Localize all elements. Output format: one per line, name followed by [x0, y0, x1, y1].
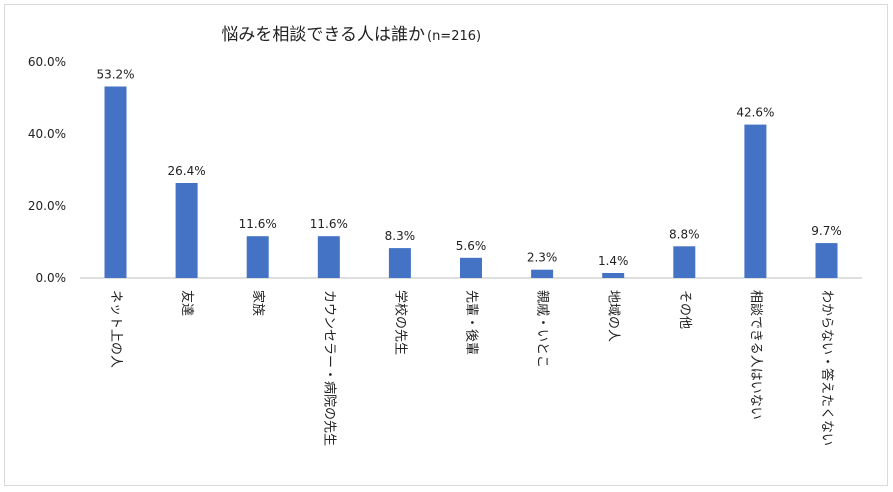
bar [388, 248, 411, 278]
bar [531, 269, 554, 278]
y-tick-label: 40.0% [28, 127, 66, 141]
data-label: 53.2% [96, 68, 134, 82]
chart-title: 悩みを相談できる人は誰か [221, 25, 425, 45]
chart-subtitle: (n=216) [427, 29, 481, 44]
bar [104, 86, 127, 278]
category-labels-group: ネット上の人 友達 家族 カウンセラー・病院の先生 学校の先生 先輩・後輩 親戚・いとこ 地域… [108, 290, 835, 446]
category-label: 親戚・いとこ [535, 290, 550, 368]
data-label: 9.7% [811, 224, 842, 238]
category-label: その他 [677, 290, 692, 329]
category-label: 友達 [179, 290, 195, 316]
category-label: ネット上の人 [108, 290, 123, 368]
bar [815, 243, 838, 278]
data-label: 2.3% [527, 251, 558, 265]
category-label: 家族 [250, 290, 266, 316]
bar [175, 183, 198, 278]
category-label: 地域の人 [606, 290, 621, 342]
category-label: 相談できる人はいない [748, 290, 764, 420]
y-tick-label: 20.0% [28, 199, 66, 213]
data-label: 1.4% [598, 254, 629, 268]
data-label: 11.6% [310, 217, 348, 231]
data-label: 8.8% [669, 227, 700, 241]
data-label: 5.6% [456, 239, 487, 253]
data-label: 26.4% [168, 164, 206, 178]
y-tick-label: 0.0% [36, 271, 67, 285]
data-label: 8.3% [385, 229, 416, 243]
data-labels-group: 53.2% 26.4% 11.6% 11.6% 8.3% 5.6% 2.3% 1.4% 8.8%… [96, 68, 841, 269]
chart-frame [4, 4, 888, 486]
category-label: わからない・答えたくない [819, 290, 835, 446]
y-axis: 0.0% 20.0% 40.0% 60.0% [28, 55, 66, 285]
category-label: 先輩・後輩 [464, 290, 479, 355]
category-label: カウンセラー・病院の先生 [321, 290, 336, 446]
category-label: 学校の先生 [392, 290, 408, 355]
y-tick-label: 60.0% [28, 55, 66, 69]
bar [460, 257, 482, 278]
bars-group [104, 86, 838, 278]
bar [602, 273, 625, 278]
bar [246, 236, 269, 278]
bar [744, 124, 767, 278]
bar [317, 236, 340, 278]
data-label: 11.6% [239, 217, 277, 231]
data-label: 42.6% [736, 106, 774, 120]
bar [673, 246, 696, 278]
